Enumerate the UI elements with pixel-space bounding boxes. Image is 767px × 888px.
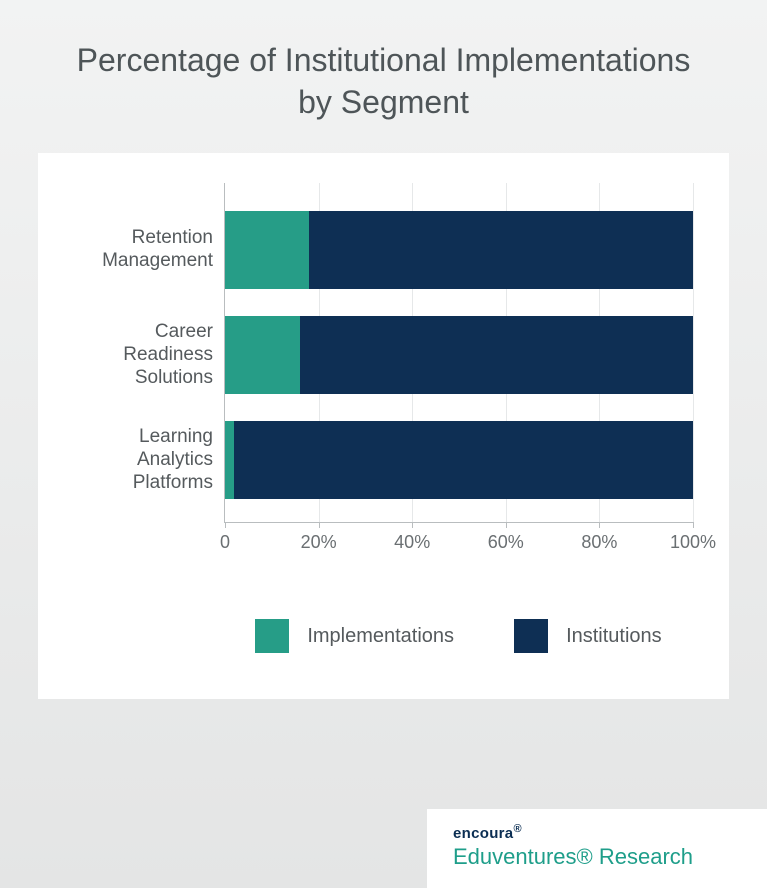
plot-region: 020%40%60%80%100%Retention ManagementCar…	[224, 183, 693, 523]
category-label: Learning Analytics Platforms	[75, 426, 225, 494]
legend-label: Institutions	[566, 625, 662, 648]
bar-segment-implementations	[225, 211, 309, 289]
bar-row: Learning Analytics Platforms	[225, 421, 693, 499]
bar-row: Career Readiness Solutions	[225, 316, 693, 394]
bar-row: Retention Management	[225, 211, 693, 289]
footer-attribution: encoura® Eduventures® Research	[427, 809, 767, 888]
legend: Implementations Institutions	[224, 619, 693, 653]
x-tick-label: 80%	[581, 522, 617, 553]
grid-line	[693, 183, 694, 522]
page-title: Percentage of Institutional Implementati…	[0, 0, 767, 143]
bar-segment-institutions	[300, 316, 693, 394]
chart-area: 020%40%60%80%100%Retention ManagementCar…	[224, 183, 693, 563]
x-tick-label: 60%	[488, 522, 524, 553]
legend-item: Implementations	[255, 619, 454, 653]
x-tick-label: 100%	[670, 522, 716, 553]
bar-segment-implementations	[225, 421, 234, 499]
legend-swatch	[255, 619, 289, 653]
bar-segment-institutions	[309, 211, 693, 289]
bar-segment-institutions	[234, 421, 693, 499]
legend-swatch	[514, 619, 548, 653]
chart-card: 020%40%60%80%100%Retention ManagementCar…	[38, 153, 729, 699]
bar-segment-implementations	[225, 316, 300, 394]
x-tick-label: 0	[220, 522, 230, 553]
footer-brand: encoura®	[453, 823, 731, 842]
category-label: Retention Management	[75, 227, 225, 273]
category-label: Career Readiness Solutions	[75, 321, 225, 389]
legend-item: Institutions	[514, 619, 662, 653]
legend-label: Implementations	[307, 625, 454, 648]
x-tick-label: 20%	[301, 522, 337, 553]
x-tick-label: 40%	[394, 522, 430, 553]
footer-subline: Eduventures® Research	[453, 844, 731, 870]
